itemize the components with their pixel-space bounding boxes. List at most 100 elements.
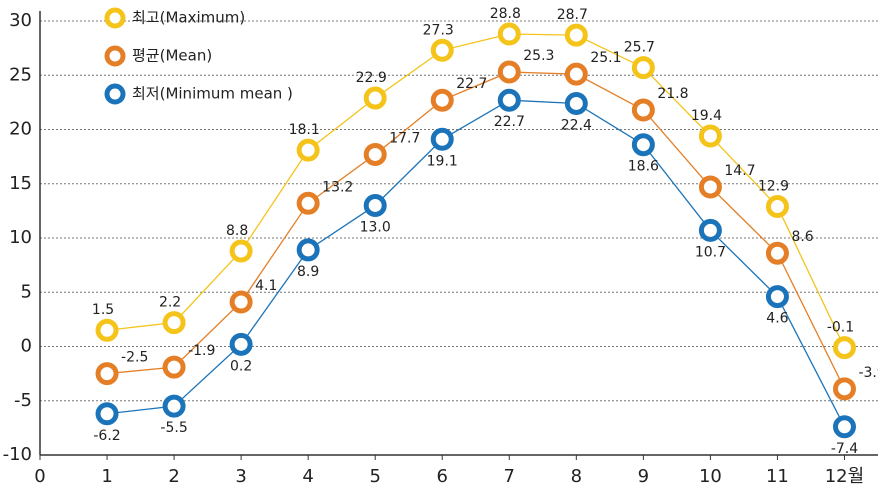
data-label: 25.1 [590,50,621,66]
data-label: 8.8 [226,223,248,239]
data-label: 12.9 [758,179,789,195]
data-label: 8.9 [297,264,319,280]
x-tick-label: 12월 [825,466,864,487]
data-label: -6.2 [93,428,120,444]
x-tick-label: 8 [571,466,582,487]
data-label: -2.5 [121,350,148,366]
y-tick-label: 30 [9,10,32,31]
data-label: 13.2 [322,179,353,195]
marker [765,285,789,309]
data-label: 25.3 [523,48,554,64]
marker [698,175,722,199]
marker [229,290,253,314]
marker [698,124,722,148]
data-label: 22.7 [456,76,487,92]
x-tick-label: 2 [168,466,179,487]
data-label: 18.6 [628,159,659,175]
marker [95,318,119,342]
data-label: -5.5 [160,420,187,436]
data-label: 22.4 [561,117,592,133]
marker [363,142,387,166]
y-tick-label: 5 [21,281,32,302]
marker [363,86,387,110]
marker [430,38,454,62]
data-label: 28.8 [490,6,521,22]
series-line [106,33,846,348]
marker [564,23,588,47]
legend-label: 최고(Maximum) [132,9,245,27]
marker [497,88,521,112]
marker [497,60,521,84]
data-label: 28.7 [557,7,588,23]
data-label: 22.7 [494,114,525,130]
data-label: -1.9 [188,343,215,359]
data-label: 19.4 [691,108,722,124]
marker [229,332,253,356]
x-tick-label: 3 [235,466,246,487]
marker [95,362,119,386]
y-tick-label: -5 [14,390,32,411]
legend-marker [104,83,126,105]
data-label: 1.5 [92,302,114,318]
y-tick-label: 10 [9,227,32,248]
data-label: 27.3 [423,22,454,38]
legend-marker [104,45,126,67]
data-label: 0.2 [230,358,252,374]
marker [765,195,789,219]
y-tick-label: 25 [9,64,32,85]
x-tick-label: 11 [766,466,789,487]
marker [162,355,186,379]
marker [363,193,387,217]
data-label: 4.6 [766,311,788,327]
marker [95,402,119,426]
marker [430,88,454,112]
series-line [106,99,846,428]
y-tick-label: 20 [9,119,32,140]
data-label: 13.0 [360,219,391,235]
x-tick-label: 6 [437,466,448,487]
marker [631,98,655,122]
marker [497,22,521,46]
data-label: -3.9 [858,365,878,381]
data-label: 2.2 [159,295,181,311]
marker [162,311,186,335]
legend-label: 최저(Minimum mean ) [132,85,293,103]
y-tick-label: 15 [9,173,32,194]
x-tick-label: 5 [369,466,380,487]
data-label: 8.6 [791,229,813,245]
data-label: 17.7 [389,130,420,146]
data-label: 4.1 [255,278,277,294]
marker [430,127,454,151]
marker [765,241,789,265]
marker [631,56,655,80]
marker [698,218,722,242]
data-label: -0.1 [827,320,854,336]
marker [832,377,856,401]
marker [564,91,588,115]
marker [296,191,320,215]
x-tick-label: 9 [638,466,649,487]
marker [296,238,320,262]
marker [162,394,186,418]
marker [564,62,588,86]
y-tick-label: 0 [21,336,32,357]
data-label: -7.4 [831,441,858,457]
y-tick-label: -10 [3,444,32,465]
legend-label: 평균(Mean) [132,47,212,65]
x-tick-label: 4 [302,466,313,487]
data-label: 22.9 [356,70,387,86]
marker [832,415,856,439]
data-label: 25.7 [624,40,655,56]
series-line [106,71,846,390]
marker [296,138,320,162]
marker [631,133,655,157]
data-label: 21.8 [657,86,688,102]
x-tick-label: 0 [34,466,45,487]
marker [832,336,856,360]
data-label: 19.1 [427,153,458,169]
x-tick-label: 1 [101,466,112,487]
marker [229,239,253,263]
data-label: 14.7 [724,163,755,179]
data-label: 18.1 [289,122,320,138]
